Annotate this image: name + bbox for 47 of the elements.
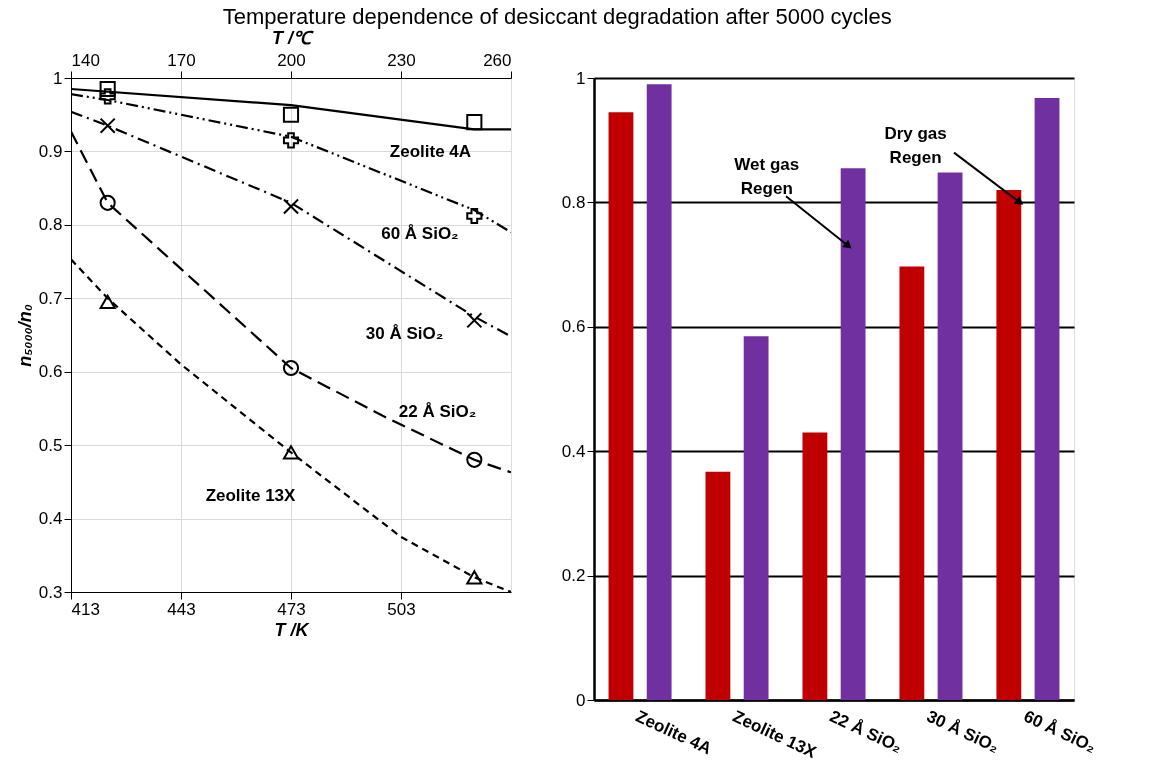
- y-tick-label: 0.2: [561, 566, 586, 586]
- y-axis-title: n₅₀₀₀/n₀: [14, 304, 35, 367]
- x-axis-title: T /K: [274, 619, 311, 640]
- bar: [996, 189, 1022, 700]
- x-tick-label: 473: [277, 599, 306, 619]
- bar: [802, 432, 828, 700]
- y-tick-label: 1: [53, 68, 63, 88]
- x2-tick-label: 200: [277, 50, 306, 70]
- bar: [1034, 97, 1060, 700]
- x-tick-label: 413: [71, 599, 100, 619]
- x2-tick-label: 170: [167, 50, 196, 70]
- y-tick-label: 0.4: [561, 441, 586, 461]
- y-tick-label: 0.9: [38, 141, 63, 161]
- x2-tick-label: 140: [71, 50, 100, 70]
- bar: [743, 336, 769, 700]
- text: Temperature dependence of desiccant degradation after 5000 cycles: [222, 3, 892, 29]
- y-tick-label: 0.8: [561, 192, 586, 212]
- x-tick-label: 503: [387, 599, 416, 619]
- y-tick-label: 0.6: [38, 362, 63, 382]
- x-tick-label: 443: [167, 599, 196, 619]
- x-tick-label: 60 Å SiO₂: [1020, 706, 1100, 757]
- y-tick-label: 0.3: [38, 582, 63, 602]
- bar: [899, 266, 925, 700]
- y-tick-label: 0.4: [38, 509, 63, 529]
- annotation: Zeolite 4A: [389, 141, 472, 161]
- x-tick-label: 22 Å SiO₂: [826, 706, 906, 757]
- bar: [646, 84, 672, 700]
- y-tick-label: 0: [576, 690, 586, 710]
- y-tick-label: 0.8: [38, 215, 63, 235]
- y-tick-label: 0.6: [561, 317, 586, 337]
- annotation: 60 Å SiO₂: [381, 224, 459, 244]
- annotation: Zeolite 13X: [205, 486, 297, 506]
- bar: [608, 112, 634, 700]
- annotation: Dry gas Regen: [884, 123, 947, 167]
- bar: [705, 471, 731, 700]
- y-tick-label: 0.5: [38, 435, 63, 455]
- bar: [937, 172, 963, 700]
- x2-tick-label: 260: [483, 50, 512, 70]
- x2-axis-title: T /℃: [272, 27, 315, 48]
- annotation: 30 Å SiO₂: [365, 324, 444, 344]
- y-tick-label: 0.7: [38, 288, 63, 308]
- bar: [840, 168, 866, 700]
- annotation: Wet gas Regen: [734, 155, 800, 199]
- annotation: 22 Å SiO₂: [398, 401, 477, 421]
- x2-tick-label: 230: [387, 50, 416, 70]
- x-tick-label: 30 Å SiO₂: [923, 706, 1003, 757]
- y-tick-label: 1: [576, 68, 586, 88]
